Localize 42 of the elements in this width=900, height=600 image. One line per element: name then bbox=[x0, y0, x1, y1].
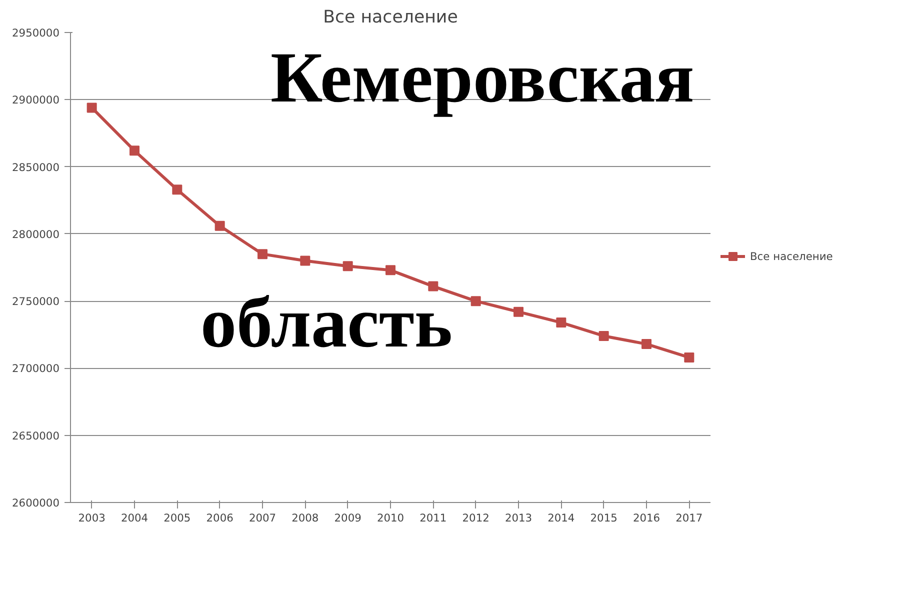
point bbox=[300, 256, 310, 266]
y-tick-label: 2900000 bbox=[12, 94, 60, 107]
point bbox=[428, 281, 438, 292]
x-tick-label: 2015 bbox=[590, 512, 618, 524]
point bbox=[684, 352, 694, 362]
legend-label: Все население bbox=[750, 250, 833, 262]
point bbox=[130, 146, 140, 156]
y-tick-label: 2800000 bbox=[12, 228, 60, 241]
y-tick-label: 2650000 bbox=[12, 429, 60, 442]
x-tick-label: 2003 bbox=[78, 512, 106, 524]
x-tick-label: 2005 bbox=[164, 512, 191, 524]
x-tick-label: 2004 bbox=[120, 512, 148, 524]
x-tick-label: 2007 bbox=[248, 512, 276, 524]
x-tick-label: 2008 bbox=[292, 512, 319, 524]
point bbox=[470, 296, 481, 306]
point bbox=[342, 261, 353, 272]
y-tick-label: 2750000 bbox=[12, 295, 60, 308]
x-tick-label: 2010 bbox=[376, 512, 404, 524]
point bbox=[172, 184, 182, 195]
point bbox=[86, 102, 97, 113]
y-tick-label: 2850000 bbox=[12, 160, 60, 174]
y-tick-label: 2950000 bbox=[12, 26, 60, 40]
point bbox=[598, 330, 609, 341]
point bbox=[514, 306, 524, 317]
x-tick-label: 2009 bbox=[334, 512, 362, 524]
x-tick-label: 2006 bbox=[206, 512, 234, 524]
y-tick-label: 2600000 bbox=[12, 496, 60, 510]
annotation: Кемеровская bbox=[270, 38, 694, 118]
point bbox=[214, 220, 225, 231]
point bbox=[258, 249, 268, 260]
x-tick-label: 2013 bbox=[504, 512, 532, 524]
x-tick-label: 2011 bbox=[420, 512, 447, 524]
point bbox=[642, 339, 652, 350]
point bbox=[386, 265, 396, 276]
annotation: область bbox=[200, 282, 452, 362]
x-tick-label: 2016 bbox=[632, 512, 660, 524]
y-tick-label: 2700000 bbox=[12, 362, 60, 376]
x-tick-label: 2012 bbox=[462, 512, 490, 524]
chart-title: Все население bbox=[323, 8, 458, 28]
x-tick-label: 2017 bbox=[676, 512, 703, 524]
x-tick-label: 2014 bbox=[548, 512, 575, 524]
point bbox=[556, 318, 566, 328]
